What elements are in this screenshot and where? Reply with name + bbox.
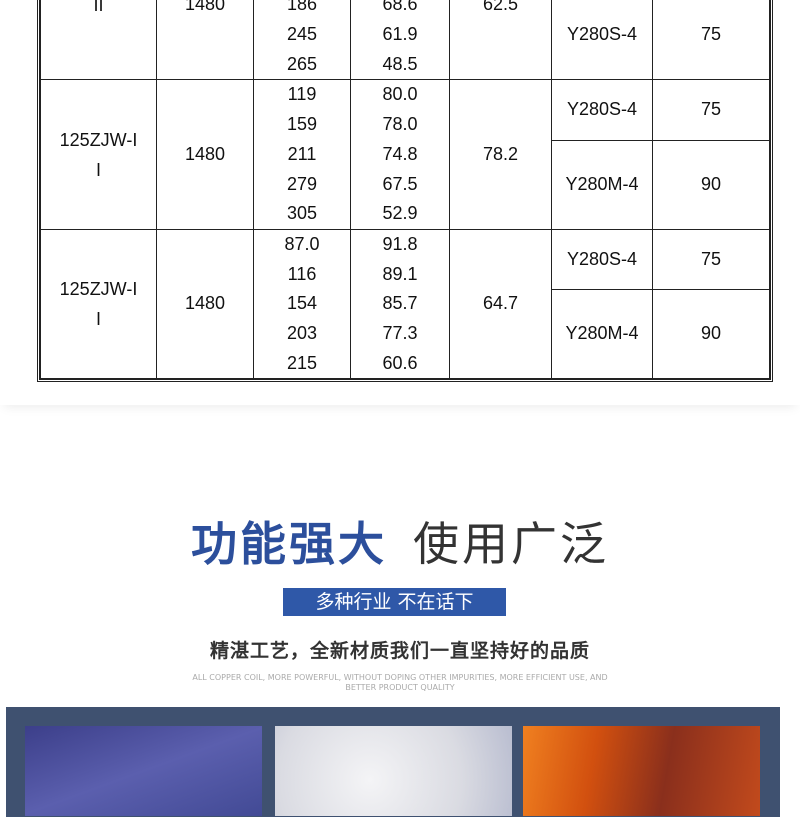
- motor-cell: Y280S-4: [551, 228, 653, 291]
- head-cell: 91.8 89.1 85.7 77.3 60.6: [350, 228, 450, 380]
- flows-value: 265: [286, 53, 318, 74]
- heads-value: 77.3: [382, 322, 418, 343]
- motor-cell: Y280S-4: [551, 0, 653, 81]
- heads-value: 48.5: [382, 53, 418, 74]
- model-cell: II: [40, 0, 157, 81]
- motor-cell: Y280M-4: [551, 139, 653, 230]
- flows-value: 116: [287, 263, 317, 284]
- model-value: 125ZJW-II: [59, 129, 138, 180]
- model-value: II: [93, 0, 104, 16]
- head-cell: 68.6 61.9 48.5: [350, 0, 450, 81]
- model-value: 125ZJW-II: [59, 279, 138, 330]
- efficiency-cell: 78.2: [449, 79, 552, 230]
- heads-value: 67.5: [382, 173, 418, 194]
- heads-value: 91.8: [382, 233, 418, 254]
- heads-value: 89.1: [382, 263, 418, 284]
- heads-value: 74.8: [382, 143, 418, 164]
- motor-cell: Y280S-4: [551, 79, 653, 141]
- flows-value: 203: [286, 322, 318, 343]
- speed-cell: 1480: [156, 0, 254, 81]
- title-rest: 使用广泛: [413, 517, 609, 571]
- heads-value: 52.9: [382, 203, 418, 224]
- head-cell: 80.0 78.0 74.8 67.5 52.9: [350, 79, 450, 230]
- tag-banner: 多种行业 不在话下: [283, 588, 506, 616]
- english-description: ALL COPPER COIL, MORE POWERFUL, WITHOUT …: [192, 673, 608, 692]
- efficiency-cell: 64.7: [449, 228, 552, 380]
- heads-value: 68.6: [382, 0, 418, 15]
- heads-value: 85.7: [382, 293, 418, 314]
- spec-table-card: II 1480 186 245 265 68.6 61.9 48.5 62.5 Y280…: [0, 0, 800, 405]
- flows-value: 215: [286, 352, 318, 373]
- flows-value: 154: [286, 293, 318, 314]
- flows-value: 211: [287, 143, 317, 164]
- speed-cell: 1480: [156, 228, 254, 380]
- table-row: 125ZJW-II 1480 119 159 211 279 305 80.0 78.0 7…: [40, 79, 770, 230]
- flows-value: 87.0: [284, 233, 320, 254]
- molten-metal-image: [523, 726, 760, 816]
- flows-value: 186: [286, 0, 318, 15]
- flow-cell: 186 245 265: [253, 0, 351, 81]
- heads-value: 78.0: [382, 114, 418, 135]
- power-cell: 90: [652, 289, 770, 380]
- power-tower-image: [25, 726, 262, 816]
- heads-value: 80.0: [382, 84, 418, 105]
- table-row: Y280M-4 90: [41, 289, 770, 380]
- table-row: Y280M-4 90: [41, 139, 770, 230]
- efficiency-cell: 62.5: [449, 0, 552, 81]
- pump-spec-table: II 1480 186 245 265 68.6 61.9 48.5 62.5 Y280…: [37, 0, 773, 383]
- motor-cell: Y280M-4: [551, 289, 653, 380]
- table-row: 125ZJW-II 1480 87.0 116 154 203 215 91.8 89.1…: [40, 228, 770, 380]
- section-title: 功能强大 使用广泛: [0, 508, 800, 574]
- flows-value: 279: [286, 173, 318, 194]
- model-cell: 125ZJW-II: [40, 228, 157, 380]
- flow-cell: 119 159 211 279 305: [253, 79, 351, 230]
- flows-value: 305: [286, 203, 318, 224]
- subtitle: 精湛工艺，全新材质我们一直坚持好的品质: [209, 640, 590, 662]
- heads-value: 61.9: [382, 24, 418, 45]
- steam-cloud-image: [275, 726, 512, 816]
- power-cell: 90: [652, 139, 770, 230]
- power-cell: 75: [652, 0, 770, 81]
- flows-value: 245: [286, 24, 318, 45]
- heads-value: 60.6: [382, 352, 418, 373]
- flows-value: 119: [287, 84, 317, 105]
- flows-value: 159: [286, 114, 318, 135]
- power-cell: 75: [652, 79, 770, 141]
- speed-cell: 1480: [156, 79, 254, 230]
- table-row: Y280S-4 75: [41, 0, 770, 81]
- flow-cell: 87.0 116 154 203 215: [253, 228, 351, 380]
- model-cell: 125ZJW-II: [40, 79, 157, 230]
- power-cell: 75: [652, 228, 770, 291]
- title-highlight: 功能强大: [191, 517, 387, 571]
